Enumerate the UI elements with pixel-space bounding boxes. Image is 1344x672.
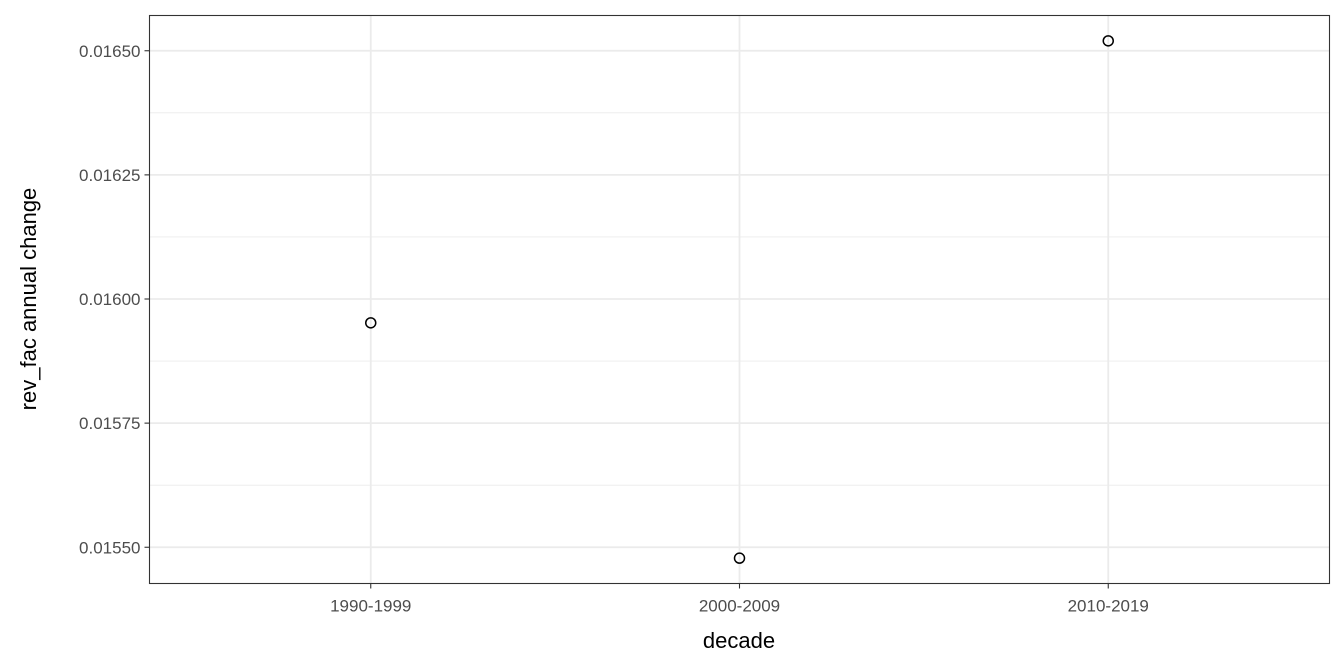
y-axis-label: rev_fac annual change <box>16 188 41 411</box>
x-axis-label: decade <box>703 628 775 653</box>
x-axis: 1990-1999 2000-2009 2010-2019 <box>330 583 1149 616</box>
y-tick-label: 0.01550 <box>79 538 140 557</box>
data-points <box>365 35 1114 564</box>
data-point <box>1102 35 1114 47</box>
x-tick-label: 2010-2019 <box>1068 597 1149 616</box>
y-tick-label: 0.01625 <box>79 166 140 185</box>
y-tick-label: 0.01575 <box>79 414 140 433</box>
data-point <box>365 317 377 329</box>
x-tick-label: 2000-2009 <box>699 597 780 616</box>
data-point <box>733 552 746 564</box>
grid-lines <box>149 15 1330 584</box>
y-tick-label: 0.01600 <box>79 290 140 309</box>
x-tick-label: 1990-1999 <box>330 597 411 616</box>
y-axis: 0.01550 0.01575 0.01600 0.01625 0.01650 <box>79 42 150 557</box>
y-tick-label: 0.01650 <box>79 42 140 61</box>
